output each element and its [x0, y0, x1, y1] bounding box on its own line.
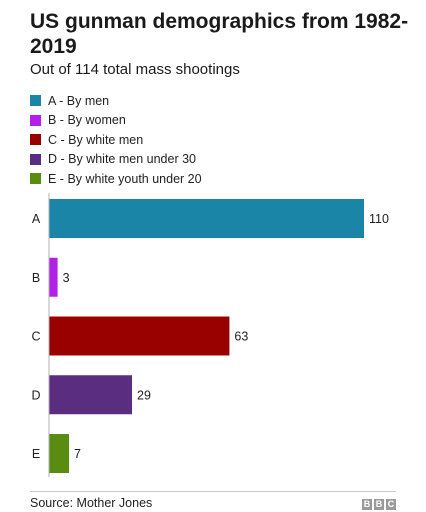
bar-b: [49, 257, 58, 297]
category-label-d: D: [31, 388, 40, 402]
source-note: Source: Mother Jones: [30, 496, 153, 510]
legend-swatch-d: [30, 153, 41, 165]
bar-a: [49, 199, 364, 238]
bbc-logo: B B C: [362, 499, 396, 510]
value-label-a: 110: [369, 212, 389, 226]
bar-c: [49, 316, 230, 356]
category-label-b: B: [32, 271, 40, 285]
bbc-logo-letter-2: B: [374, 499, 384, 510]
bbc-logo-letter-1: B: [362, 499, 372, 510]
footer-divider: [30, 491, 396, 492]
legend-swatch-b: [30, 114, 41, 126]
value-label-e: 7: [74, 447, 81, 461]
legend-swatch-e: [30, 173, 41, 185]
legend-label-d: D - By white men under 30: [48, 152, 196, 167]
chart-subtitle: Out of 114 total mass shootings: [30, 61, 240, 78]
legend-label-a: A - By men: [48, 93, 110, 108]
legend-label-e: E - By white youth under 20: [48, 171, 202, 186]
bar-e: [49, 434, 70, 473]
legend-item-d: D - By white men under 30: [30, 150, 202, 170]
category-label-c: C: [31, 330, 40, 344]
value-label-d: 29: [137, 388, 151, 402]
bbc-logo-letter-3: C: [386, 499, 396, 510]
legend-label-b: B - By women: [48, 113, 126, 128]
legend-item-e: E - By white youth under 20: [30, 169, 202, 189]
category-label-a: A: [32, 212, 41, 226]
value-label-b: 3: [63, 271, 70, 285]
legend-item-c: C - By white men: [30, 130, 202, 150]
legend-label-c: C - By white men: [48, 132, 144, 147]
legend: A - By men B - By women C - By white men…: [30, 91, 202, 189]
bar-d: [49, 375, 133, 415]
legend-item-a: A - By men: [30, 91, 202, 111]
legend-swatch-c: [30, 134, 41, 146]
value-label-c: 63: [234, 330, 248, 344]
legend-item-b: B - By women: [30, 111, 202, 131]
legend-swatch-a: [30, 95, 41, 107]
category-label-e: E: [32, 447, 40, 461]
chart-title: US gunman demographics from 1982-2019: [30, 10, 409, 58]
